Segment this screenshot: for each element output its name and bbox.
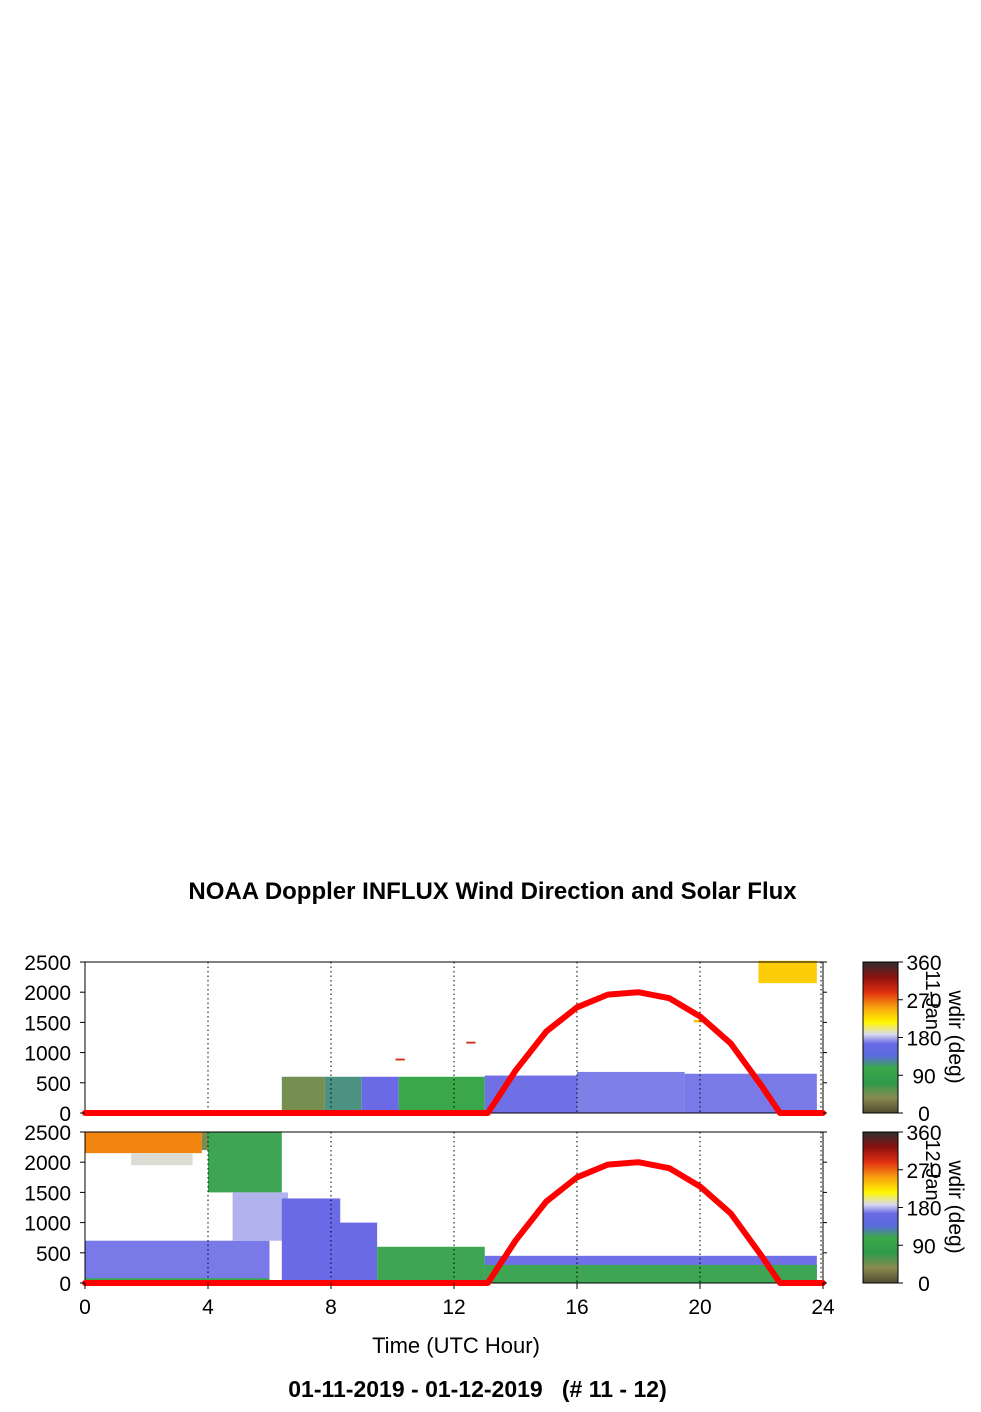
y-tick-label: 2000: [24, 982, 71, 1005]
colorbar-tick-label: 0: [918, 1273, 930, 1296]
heatmap-cell: [324, 1222, 378, 1283]
y-tick-label: 1000: [24, 1213, 71, 1236]
colorbar-2-ticks: 0 90 180 270 360: [898, 1122, 942, 1296]
chart-title: NOAA Doppler INFLUX Wind Direction and S…: [188, 878, 797, 905]
heatmap-cell: [131, 1153, 193, 1166]
solar-flux-line: [82, 989, 826, 1116]
y-tick-label: 500: [36, 1243, 71, 1266]
heatmap-cell: [361, 1076, 399, 1113]
y-tick-label: 0: [59, 1273, 71, 1296]
colorbar-tick-label: 180: [906, 1028, 941, 1051]
panel-12-cells: [85, 1132, 817, 1283]
heatmap-cell: [232, 1192, 288, 1241]
colorbar-tick-label: 90: [912, 1065, 935, 1088]
colorbar-1-gradient: [862, 961, 899, 1114]
y-tick-label: 1500: [24, 1182, 71, 1205]
x-tick-label: 4: [202, 1296, 214, 1319]
panel-11-y-ticks: 0 500 1000 1500 2000 2500: [24, 952, 827, 1126]
x-axis: 0 4 8 12 16 20 24: [79, 1283, 835, 1319]
colorbar-2-gradient: [862, 1131, 899, 1284]
y-tick-label: 1000: [24, 1043, 71, 1066]
x-tick-label: 0: [79, 1296, 91, 1319]
panel-11: 0 500 1000 1500 2000 2500: [24, 952, 827, 1126]
colorbar-1-panel-label: 11-Jan: [921, 970, 943, 1030]
x-tick-label: 12: [442, 1296, 465, 1319]
heatmap-cell: [398, 1076, 485, 1113]
x-tick-label: 20: [688, 1296, 711, 1319]
colorbar-2-panel-label: 12-Jan: [921, 1139, 943, 1200]
panel-11-solar-flux-curve: [82, 989, 826, 1116]
colorbar-2: 0 90 180 270 360 12-Jan wdir (deg): [862, 1122, 967, 1296]
colorbar-tick-label: 360: [906, 1122, 941, 1145]
colorbar-tick-label: 0: [918, 1103, 930, 1126]
x-tick-label: 24: [811, 1296, 835, 1319]
colorbar-tick-label: 90: [912, 1235, 935, 1258]
x-axis-label: Time (UTC Hour): [372, 1333, 540, 1358]
heatmap-cell: [484, 1264, 817, 1283]
y-tick-label: 1500: [24, 1012, 71, 1035]
heatmap-cell: [758, 960, 817, 984]
y-tick-label: 2500: [24, 952, 71, 975]
colorbar-1-label: wdir (deg): [944, 989, 967, 1083]
panel-12: 0 500 1000 1500 2000 2500: [24, 1122, 827, 1296]
y-tick-label: 2000: [24, 1152, 71, 1175]
colorbar-1: 0 90 180 270 360 11-Jan wdir (deg): [862, 952, 967, 1126]
panel-11-cells: [281, 960, 817, 1113]
solar-flux-line: [82, 1159, 826, 1286]
heatmap-cell: [85, 1132, 202, 1154]
x-tick-label: 16: [565, 1296, 588, 1319]
colorbar-tick-label: 270: [906, 990, 941, 1013]
colorbar-2-label: wdir (deg): [944, 1159, 967, 1253]
y-tick-label: 2500: [24, 1122, 71, 1145]
y-tick-label: 500: [36, 1073, 71, 1096]
heatmap-cell: [324, 1076, 362, 1113]
colorbar-tick-label: 180: [906, 1198, 941, 1221]
date-range-footer: 01-11-2019 - 01-12-2019 (# 11 - 12): [288, 1376, 667, 1402]
panel-12-solar-flux-curve: [82, 1159, 826, 1286]
heatmap-cell: [577, 1071, 685, 1113]
heatmap-cell: [395, 1058, 405, 1061]
y-tick-label: 0: [59, 1103, 71, 1126]
x-tick-label: 8: [325, 1296, 337, 1319]
colorbar-1-ticks: 0 90 180 270 360: [898, 952, 942, 1126]
heatmap-cell: [466, 1041, 476, 1044]
heatmap-cell: [684, 1073, 817, 1113]
heatmap-cell: [85, 1240, 270, 1283]
colorbar-tick-label: 360: [906, 952, 941, 975]
colorbar-tick-label: 270: [906, 1160, 941, 1183]
panel-12-y-ticks: 0 500 1000 1500 2000 2500: [24, 1122, 827, 1296]
heatmap-cell: [377, 1246, 485, 1283]
heatmap-cell: [208, 1132, 282, 1193]
heatmap-cell: [281, 1076, 325, 1113]
